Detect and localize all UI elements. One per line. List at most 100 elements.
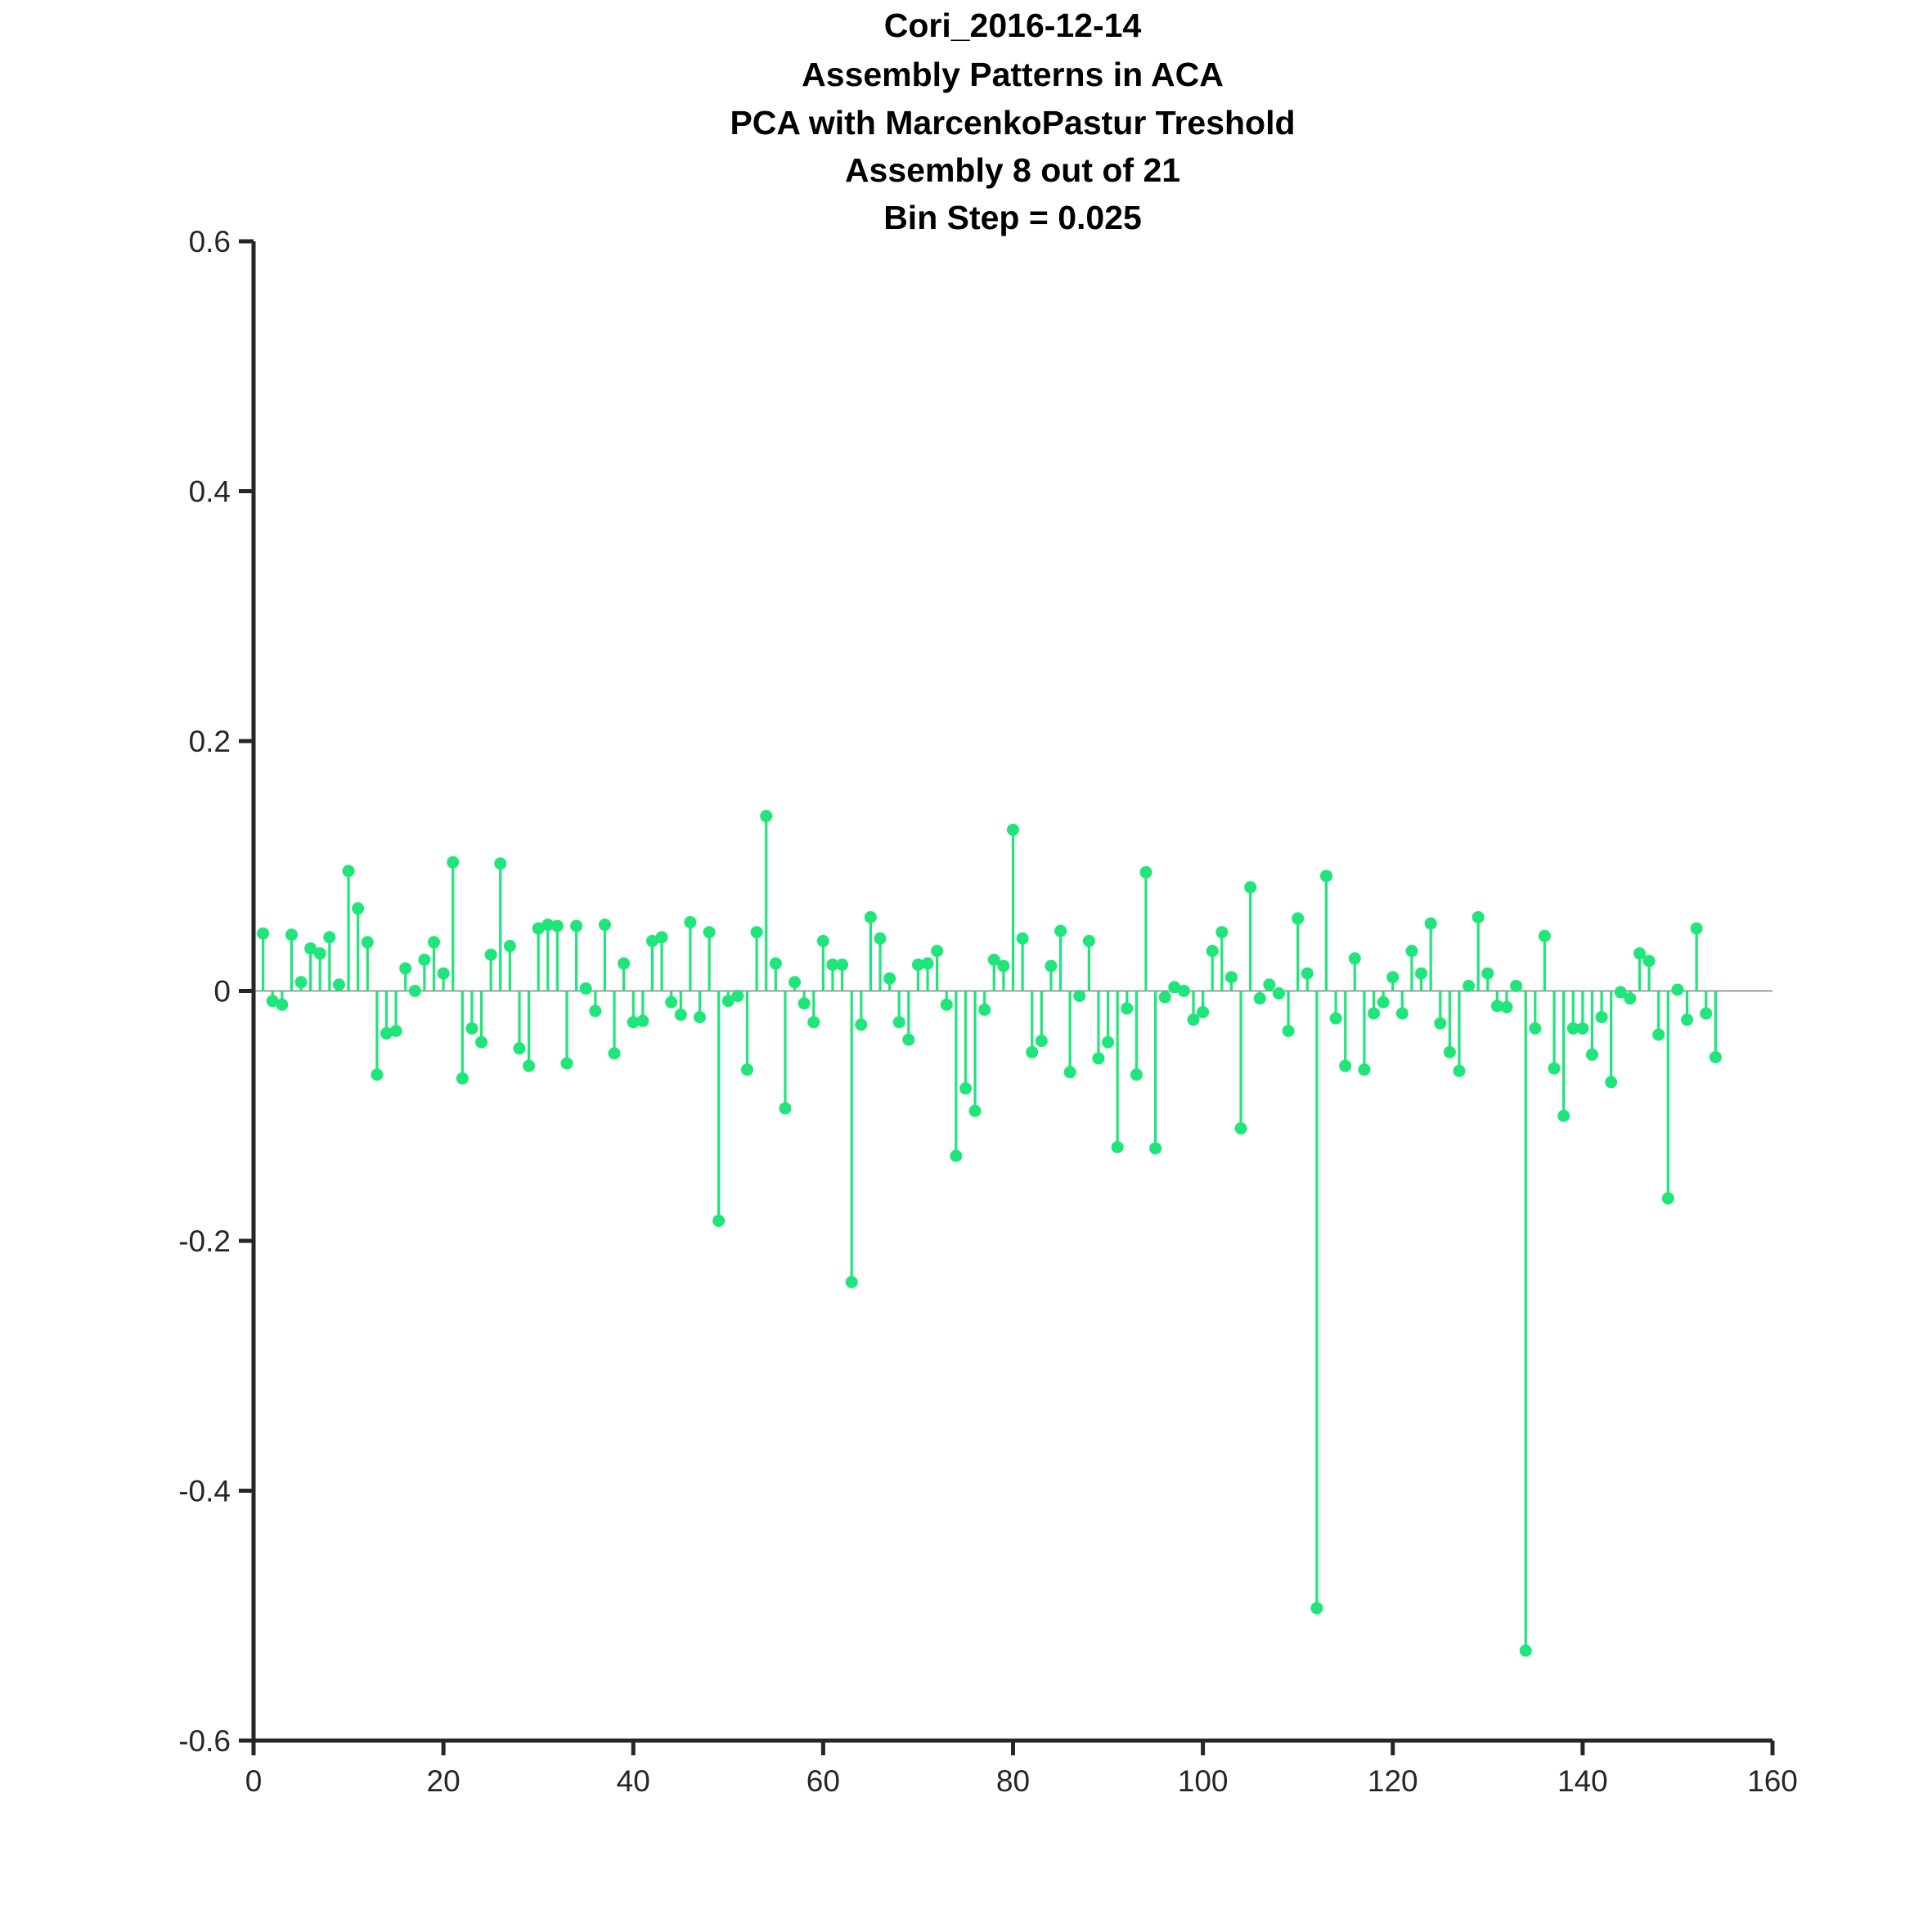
y-tick-label: -0.4 — [178, 1475, 231, 1508]
plot-area: 0.6 0.4 0.2 0 -0.2 -0.4 -0.6 0 20 40 60 80 100 120 140… — [178, 225, 1798, 1798]
stem-marker — [1548, 1062, 1561, 1075]
stem-marker — [475, 1036, 488, 1049]
stem-marker — [1320, 869, 1333, 883]
stem-marker — [987, 953, 1000, 966]
title-line-5: Bin Step = 0.025 — [883, 199, 1142, 236]
stem-marker — [1054, 924, 1067, 937]
stem-marker — [332, 978, 345, 991]
stem-marker — [1624, 992, 1637, 1005]
stem-marker — [1139, 865, 1152, 878]
x-tick-label: 100 — [1178, 1764, 1229, 1798]
stem-marker — [769, 957, 782, 970]
stem-marker — [1197, 1005, 1210, 1018]
stem-marker — [750, 926, 763, 939]
stem-marker — [721, 995, 735, 1008]
stem-marker — [408, 985, 421, 997]
stem-marker — [589, 1004, 602, 1018]
stem-marker — [684, 915, 697, 928]
stem-marker — [418, 953, 431, 966]
stem-marker — [1168, 981, 1181, 994]
stem-marker — [371, 1068, 384, 1081]
stem-marker — [1368, 1007, 1381, 1020]
stem-marker — [1187, 1013, 1200, 1027]
stem-marker — [1614, 986, 1627, 999]
stem-marker — [352, 902, 365, 915]
stem-marker — [1576, 1022, 1589, 1035]
stem-marker — [741, 1063, 754, 1076]
stem-marker — [399, 962, 412, 975]
x-tick-label: 60 — [806, 1764, 840, 1798]
stem-marker — [760, 810, 773, 823]
stem-marker — [968, 1104, 982, 1117]
stem-marker — [1215, 926, 1229, 939]
title-line-3: PCA with MarcenkoPastur Treshold — [730, 104, 1295, 142]
x-tick-label: 80 — [996, 1764, 1030, 1798]
x-tick-label: 20 — [427, 1764, 461, 1798]
stem-marker — [598, 919, 611, 932]
stem-marker — [1149, 1142, 1162, 1155]
stem-marker — [503, 940, 516, 953]
y-tick-label: 0 — [213, 975, 231, 1009]
stem-marker — [550, 919, 564, 932]
stem-marker — [636, 1014, 649, 1027]
stem-marker — [1177, 985, 1190, 997]
stem-marker — [674, 1009, 687, 1022]
chart-title: Cori_2016-12-14 Assembly Patterns in ACA… — [730, 7, 1295, 236]
stem-marker — [1158, 991, 1171, 1004]
stem-marker — [1234, 1122, 1247, 1135]
stem-marker — [712, 1215, 726, 1228]
stem-marker — [323, 931, 336, 944]
stem-marker — [1301, 967, 1314, 980]
stem-marker — [1633, 947, 1647, 960]
stem-marker — [532, 922, 545, 935]
stem-marker — [1481, 967, 1494, 980]
stem-marker — [931, 945, 944, 958]
stem-marker — [494, 857, 507, 870]
stem-marker — [1386, 971, 1400, 984]
stem-marker — [959, 1082, 972, 1095]
stem-marker — [570, 919, 583, 932]
stem-marker — [1224, 971, 1238, 984]
stem-marker — [1471, 910, 1485, 923]
stem-marker — [1073, 990, 1086, 1003]
stem-marker — [845, 1275, 858, 1288]
stem-marker — [1244, 881, 1257, 894]
stem-marker — [1595, 1011, 1608, 1024]
stem-marker — [1035, 1035, 1048, 1048]
stem-marker — [579, 982, 592, 995]
stem-marker — [1690, 922, 1703, 935]
stem-marker — [560, 1057, 573, 1070]
stem-marker — [1566, 1022, 1579, 1035]
stem-marker — [1519, 1644, 1532, 1657]
y-tick-label: 0.2 — [189, 725, 231, 758]
stem-marker — [1007, 823, 1019, 836]
stem-marker — [1026, 1045, 1039, 1058]
stem-marker — [1642, 955, 1656, 968]
stem-marker — [266, 995, 279, 1008]
stem-marker — [1310, 1602, 1323, 1615]
stem-marker — [257, 927, 270, 940]
stem-marker — [950, 1149, 963, 1162]
stem-marker — [1377, 995, 1390, 1009]
stem-marker — [627, 1016, 640, 1029]
stem-marker — [1605, 1076, 1618, 1089]
stem-marker — [1557, 1109, 1570, 1122]
x-tick-label: 160 — [1747, 1764, 1798, 1798]
stem-marker — [1292, 912, 1305, 925]
title-line-2: Assembly Patterns in ACA — [802, 56, 1224, 93]
stem-marker — [1348, 952, 1361, 965]
stem-marker — [645, 934, 658, 947]
stem-marker — [523, 1059, 536, 1072]
stem-marker — [978, 1003, 991, 1016]
stem-marker — [693, 1011, 706, 1024]
stem-marker — [1538, 929, 1551, 942]
stem-marker — [484, 948, 497, 961]
stem-marker — [1585, 1048, 1598, 1061]
stem-marker — [874, 932, 887, 945]
stem-marker — [1500, 1000, 1513, 1013]
stem-marker — [1453, 1064, 1466, 1077]
stem-marker — [1063, 1066, 1076, 1079]
stem-marker — [1358, 1063, 1371, 1076]
stem-marker — [361, 936, 374, 949]
